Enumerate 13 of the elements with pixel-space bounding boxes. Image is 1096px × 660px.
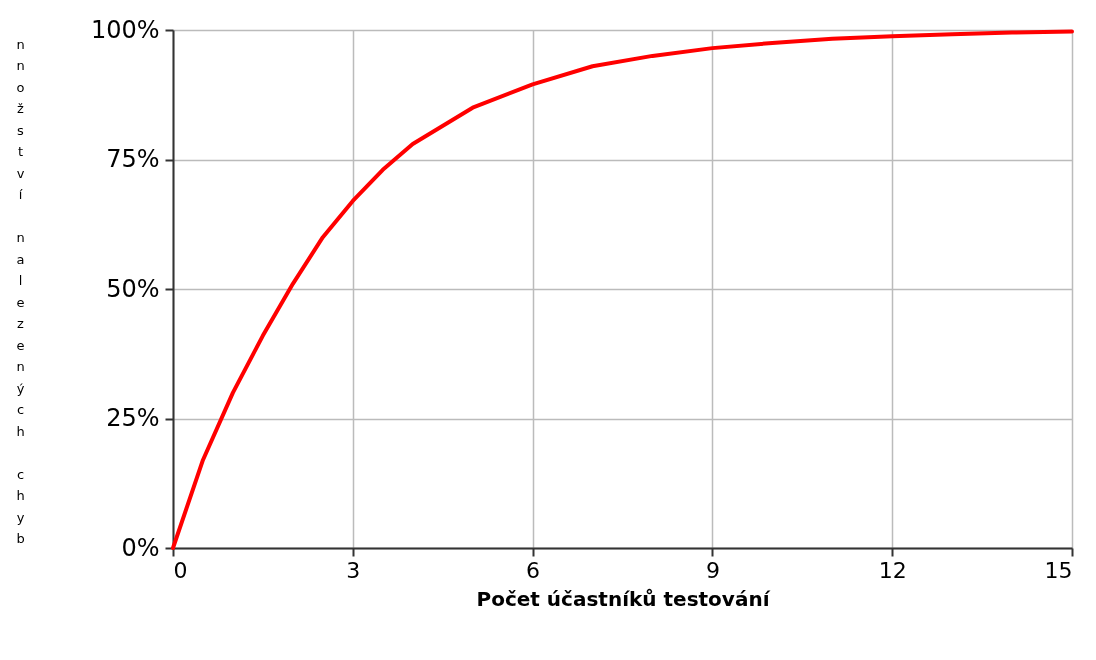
- x-tick-label: 15: [1044, 557, 1073, 583]
- x-tick-label: 12: [878, 557, 907, 583]
- y-tick-label: 100%: [90, 15, 160, 44]
- y-tick-label: 0%: [121, 533, 160, 562]
- x-tick-label: 0: [173, 557, 188, 583]
- x-tick-label: 9: [705, 557, 720, 583]
- x-tick-label: 6: [526, 557, 541, 583]
- text: nnožství nalezených chyb: [16, 36, 25, 546]
- y-tick-label: 75%: [106, 145, 160, 173]
- y-tick-label: 25%: [106, 404, 160, 432]
- y-tick-label: 50%: [106, 274, 160, 303]
- x-tick-label: 3: [346, 557, 361, 583]
- x-axis-title: Počet účastníků testování: [476, 586, 771, 611]
